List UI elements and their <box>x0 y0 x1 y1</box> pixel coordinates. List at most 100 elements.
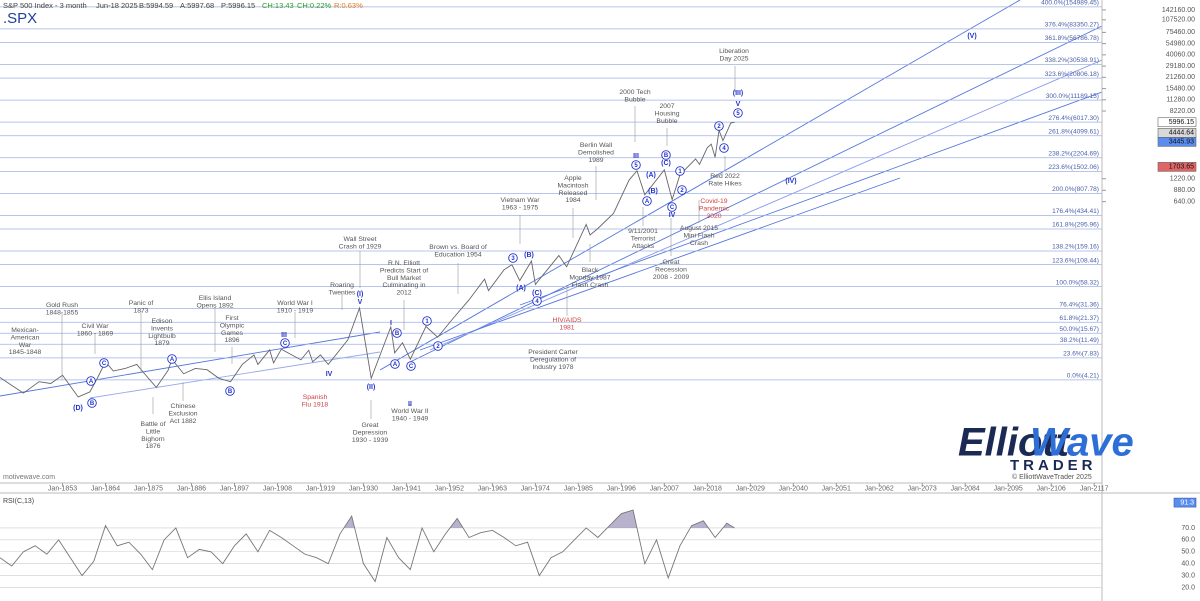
wave-circle <box>631 160 641 170</box>
wave-circle <box>99 358 109 368</box>
wave-label: 5 <box>736 111 740 117</box>
annotation-line: Little <box>146 428 161 435</box>
wave-label: (B) <box>648 188 658 195</box>
x-tick-label: Jan-1886 <box>177 485 206 492</box>
fib-label: 100.0%(58.32) <box>1056 279 1099 286</box>
price-tag-box <box>1157 117 1197 128</box>
annotation-line: Recession <box>655 266 687 273</box>
wave-label: (III) <box>733 90 744 97</box>
annotation-line: R.N. Elliott <box>388 260 420 267</box>
price-tag-label: 5996.15 <box>1169 119 1194 126</box>
price-tag-label: 1703.65 <box>1169 164 1194 171</box>
annotation: Brown vs. Board of Education 1954 <box>429 244 487 258</box>
annotation-line: Gold Rush <box>46 302 78 309</box>
annotation-line: Civil War <box>82 323 110 330</box>
fib-label: 61.8%(21.37) <box>1059 315 1099 322</box>
wave-label: (II) <box>367 384 376 391</box>
price-line <box>0 509 735 583</box>
rsi-title: RSI(C,13) <box>3 498 34 505</box>
annotation: Ellis Island Opens 1892 <box>196 295 233 309</box>
y-tick-label: 107520.00 <box>1162 17 1195 24</box>
fib-label: 261.8%(4099.61) <box>1048 128 1099 135</box>
fib-label: 238.2%(2204.69) <box>1048 150 1099 157</box>
wave-label: 2 <box>680 188 684 194</box>
annotation-line: Released <box>559 190 588 197</box>
annotation: HIV/AIDS 1981 <box>552 317 582 331</box>
header-date: Jun-18 2025 <box>96 1 138 10</box>
annotation-line: Demolished <box>578 149 614 156</box>
wave-circle <box>508 253 518 263</box>
annotation-line: 2020 <box>706 213 721 220</box>
x-tick-label: Jan-2040 <box>779 485 808 492</box>
wave-label: IV <box>669 212 676 219</box>
header-ask: A:5997.68 <box>180 1 214 10</box>
annotation-line: Bull Market <box>387 275 421 282</box>
annotation-line: Mexican- <box>11 327 39 334</box>
header-change: CH:13.43 <box>262 1 294 10</box>
annotation-line: Bubble <box>656 118 677 125</box>
annotation: Red 2022 Rate Hikes <box>708 173 742 187</box>
annotation-line: Great <box>663 259 680 266</box>
annotation-line: 2000 Tech <box>619 89 650 96</box>
channel-line <box>519 91 1102 306</box>
wave-circle <box>733 108 743 118</box>
annotation: Black Monday 1987 Flash Crash <box>569 267 610 289</box>
annotation-line: First <box>225 315 238 322</box>
annotation-line: Ellis Island <box>199 295 232 302</box>
wave-label: 3 <box>511 256 515 262</box>
wave-label: (C) <box>532 290 542 297</box>
x-tick-label: Jan-2084 <box>951 485 980 492</box>
x-tick-label: Jan-1864 <box>91 485 120 492</box>
x-tick-label: Jan-1996 <box>607 485 636 492</box>
wave-label: B <box>228 389 233 395</box>
x-tick-label: Jan-1853 <box>48 485 77 492</box>
annotation-line: World War II <box>391 408 428 415</box>
wave-label: III <box>281 332 287 339</box>
wave-label: (A) <box>646 172 656 179</box>
wave-circle <box>225 386 235 396</box>
y-tick-label: 50.0 <box>1181 549 1195 556</box>
rsi-panel <box>0 509 1102 588</box>
wave-label: B <box>90 401 95 407</box>
annotation-line: Wall Street <box>344 236 377 243</box>
annotation: Great Depression 1930 - 1939 <box>352 422 389 444</box>
logo: Elliott Wave TRADER © ElliottWaveTrader … <box>958 421 1134 481</box>
y-tick-label: 142160.00 <box>1162 7 1195 14</box>
x-tick-label: Jan-1908 <box>263 485 292 492</box>
annotation: President Carter Deregulation of Industry … <box>528 349 578 371</box>
fib-label: 123.6%(108.44) <box>1052 257 1099 264</box>
fib-label: 23.6%(7.83) <box>1063 351 1099 358</box>
price-tag-box <box>1157 137 1197 147</box>
annotation-line: Covid-19 <box>700 198 727 205</box>
price-tag-label: 3445.93 <box>1169 139 1194 146</box>
wave-circle <box>642 196 652 206</box>
fib-label: 138.2%(159.16) <box>1052 244 1099 251</box>
x-tick-label: Jan-2051 <box>822 485 851 492</box>
annotation: Mexican-American War 1845-1848 <box>9 327 42 356</box>
x-tick-label: Jan-1952 <box>435 485 464 492</box>
annotation: First Olympic Games 1896 <box>220 315 245 344</box>
fib-label: 161.8%(295.96) <box>1052 222 1099 229</box>
annotation-line: 2007 <box>659 103 674 110</box>
wave-circle <box>390 359 400 369</box>
x-tick-label: Jan-1963 <box>478 485 507 492</box>
annotation-line: Apple <box>564 175 582 182</box>
annotation-line: 1981 <box>559 324 574 331</box>
x-tick-label: Jan-2073 <box>908 485 937 492</box>
y-tick-label: 70.0 <box>1181 525 1195 532</box>
x-tick-label: Jan-1941 <box>392 485 421 492</box>
annotation-line: 1876 <box>145 443 160 450</box>
annotation-line: Red 2022 <box>710 173 740 180</box>
wave-label: V <box>358 299 363 306</box>
annotation-line: American <box>11 334 40 341</box>
fib-label: 300.0%(11189.15) <box>1046 93 1099 100</box>
wave-label: (V) <box>967 33 976 40</box>
x-tick-label: Jan-2018 <box>693 485 722 492</box>
wave-circle <box>661 150 671 160</box>
price-line <box>0 121 735 398</box>
annotation-line: Roaring <box>330 282 354 289</box>
annotation-line: 1845-1848 <box>9 349 42 356</box>
wave-label: (I) <box>357 291 364 298</box>
wave-circle <box>167 354 177 364</box>
